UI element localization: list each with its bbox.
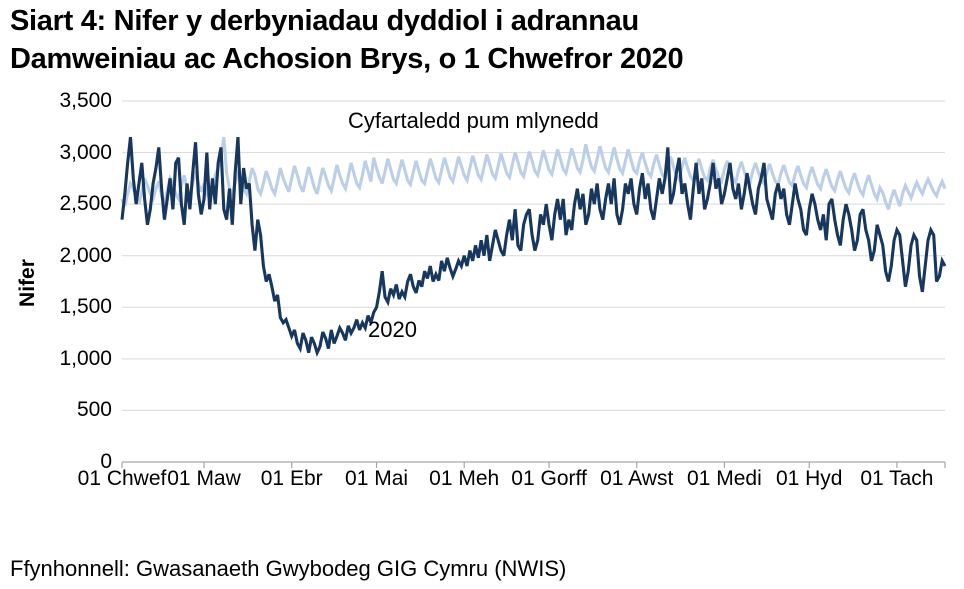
- y-tick-label: 1,000: [59, 346, 112, 370]
- x-tick-label: 01 Tach: [860, 467, 934, 490]
- x-tick-label: 01 Awst: [600, 467, 674, 490]
- y-tick-label: 1,500: [59, 295, 112, 319]
- y-tick-label: 2,500: [59, 192, 112, 216]
- x-tick-label: 01 Ebr: [260, 467, 323, 490]
- y-tick-label: 3,500: [59, 89, 112, 112]
- x-tick-label: 01 Medi: [687, 467, 762, 490]
- x-tick-label: 01 Hyd: [775, 467, 843, 490]
- source-note: Ffynhonnell: Gwasanaeth Gwybodeg GIG Cym…: [10, 556, 567, 581]
- y-tick-label: 2,000: [59, 243, 112, 267]
- x-tick-label: 01 Maw: [167, 467, 241, 490]
- series-line-2020: [120, 136, 947, 358]
- series-line-five-year-average: [120, 136, 947, 210]
- x-tick-label: 01 Gorff: [511, 467, 587, 490]
- y-tick-label: 0: [100, 450, 112, 473]
- x-tick-label: 01 Meh: [429, 467, 500, 490]
- x-tick-label: 01 Chwef: [77, 467, 167, 490]
- annotation-2020: 2020: [368, 317, 417, 342]
- x-tick-label: 01 Mai: [345, 467, 409, 490]
- y-tick-label: 3,000: [59, 140, 112, 164]
- y-tick-label: 500: [76, 398, 112, 422]
- chart-title: Siart 4: Nifer y derbyniadau dyddiol i a…: [10, 5, 684, 75]
- annotation-five-year-average: Cyfartaledd pum mlynedd: [348, 108, 599, 133]
